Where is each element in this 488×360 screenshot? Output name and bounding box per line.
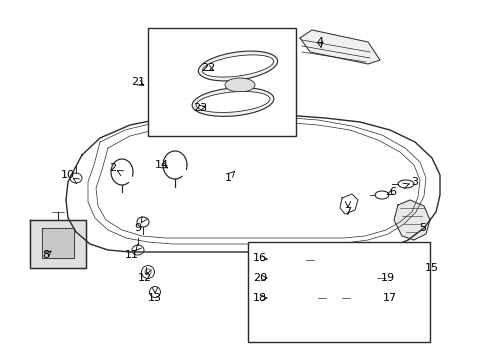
Text: 19: 19	[380, 273, 394, 283]
Text: 17: 17	[382, 293, 396, 303]
Ellipse shape	[192, 87, 273, 116]
Ellipse shape	[196, 91, 269, 112]
Text: 7: 7	[344, 207, 351, 217]
Bar	[247, 242, 429, 342]
Ellipse shape	[198, 51, 277, 81]
Ellipse shape	[202, 55, 273, 77]
Text: 9: 9	[134, 223, 141, 233]
Text: 14: 14	[155, 160, 169, 170]
Bar	[148, 28, 295, 136]
Text: 5: 5	[419, 223, 426, 233]
Text: 15: 15	[424, 263, 438, 273]
Text: 12: 12	[138, 273, 152, 283]
Ellipse shape	[224, 78, 254, 92]
Text: 4: 4	[316, 37, 323, 47]
Polygon shape	[299, 30, 379, 64]
Polygon shape	[42, 228, 74, 258]
Polygon shape	[393, 200, 429, 240]
Text: 13: 13	[148, 293, 162, 303]
Text: 22: 22	[201, 63, 215, 73]
Polygon shape	[30, 220, 86, 268]
Text: 11: 11	[125, 250, 139, 260]
Text: 20: 20	[252, 273, 266, 283]
Text: 18: 18	[252, 293, 266, 303]
Text: 2: 2	[109, 163, 116, 173]
Text: 8: 8	[42, 250, 49, 260]
Text: 16: 16	[252, 253, 266, 263]
Text: 6: 6	[389, 187, 396, 197]
Text: 23: 23	[193, 103, 206, 113]
Text: 10: 10	[61, 170, 75, 180]
Text: 1: 1	[224, 173, 231, 183]
Text: 21: 21	[131, 77, 145, 87]
Text: 3: 3	[411, 177, 418, 187]
